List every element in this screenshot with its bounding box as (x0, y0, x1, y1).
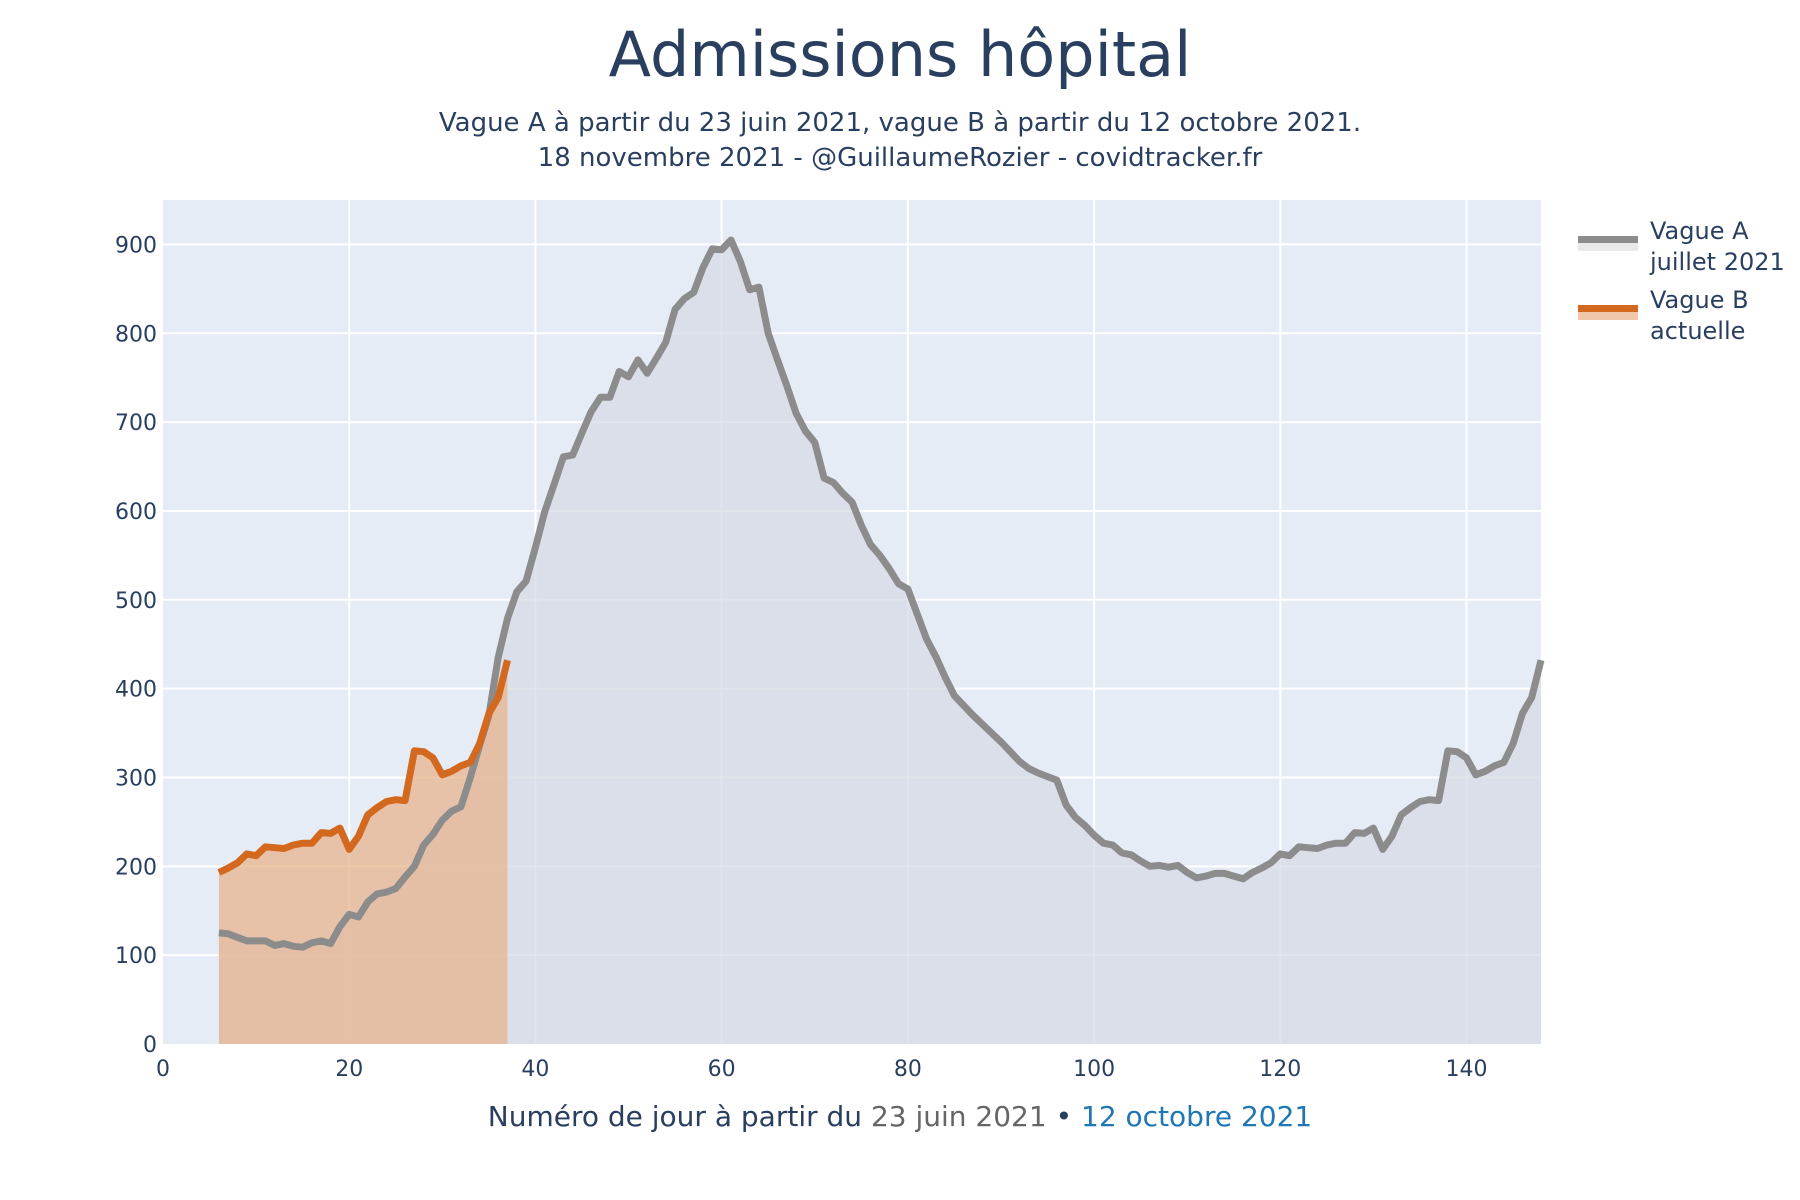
y-tick-label: 700 (115, 411, 157, 436)
legend-label-vague-a-line1: Vague A (1650, 217, 1749, 245)
y-tick-label: 500 (115, 589, 157, 614)
y-tick-label: 600 (115, 500, 157, 525)
x-axis-label-date-b: 12 octobre 2021 (1081, 1100, 1313, 1133)
x-axis-label-separator: • (1055, 1100, 1073, 1133)
y-tick-label: 800 (115, 322, 157, 347)
line-vague-a (218, 236, 1545, 951)
x-axis-label: Numéro de jour à partir du 23 juin 2021 … (0, 1100, 1800, 1133)
x-tick-label: 20 (335, 1057, 363, 1082)
legend-label-vague-a-line2: juillet 2021 (1650, 248, 1785, 276)
x-tick-label: 80 (894, 1057, 922, 1082)
legend-label-vague-b-line1: Vague B (1650, 286, 1749, 314)
y-tick-label: 0 (143, 1033, 157, 1058)
legend-label-vague-b-line2: actuelle (1650, 317, 1746, 345)
y-tick-label: 400 (115, 678, 157, 703)
x-axis-label-date-a: 23 juin 2021 (870, 1100, 1047, 1133)
area-vague-a (218, 240, 1541, 1044)
chart-subtitle-line1: Vague A à partir du 23 juin 2021, vague … (438, 108, 1362, 138)
y-tick-label: 100 (115, 944, 157, 969)
legend-swatch-vague-a (1578, 236, 1638, 243)
x-tick-label: 140 (1446, 1057, 1488, 1082)
x-tick-label: 120 (1259, 1057, 1301, 1082)
chart-subtitle-line2: 18 novembre 2021 - @GuillaumeRozier - co… (537, 143, 1263, 173)
y-tick-label: 900 (115, 233, 157, 258)
x-tick-label: 40 (521, 1057, 549, 1082)
legend-swatch-fill-vague-a (1578, 243, 1638, 251)
x-tick-label: 60 (708, 1057, 736, 1082)
y-tick-label: 300 (115, 766, 157, 791)
legend-swatch-fill-vague-b (1578, 312, 1638, 320)
x-axis-label-prefix: Numéro de jour à partir du (487, 1100, 863, 1133)
chart-title: Admissions hôpital (608, 18, 1192, 91)
line-vague-b (217, 659, 511, 876)
x-tick-label: 100 (1073, 1057, 1115, 1082)
legend-swatch-vague-b (1578, 305, 1638, 312)
x-tick-label: 0 (156, 1057, 170, 1082)
y-tick-label: 200 (115, 855, 157, 880)
legend-label-vague-a: Vague A juillet 2021 (1650, 216, 1785, 278)
legend-label-vague-b: Vague B actuelle (1650, 285, 1749, 347)
